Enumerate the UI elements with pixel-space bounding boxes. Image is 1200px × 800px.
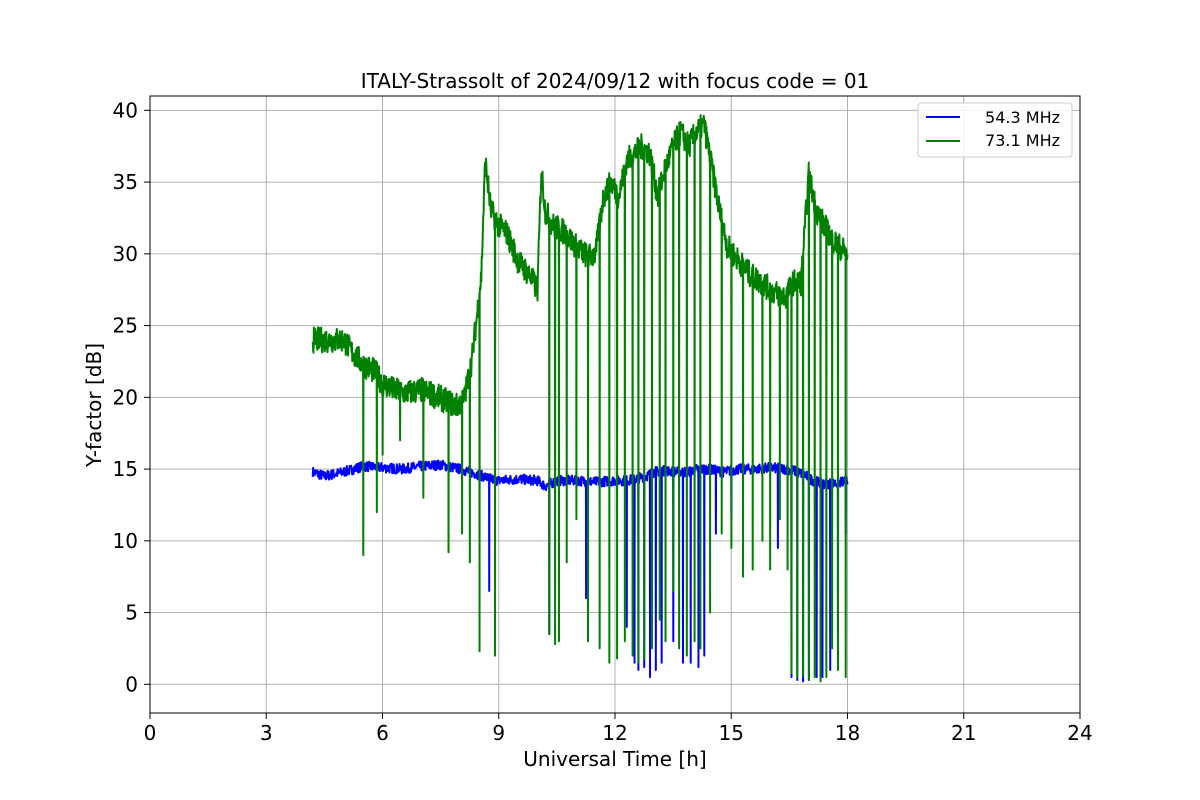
x-tick-label: 12: [602, 721, 627, 745]
chart-title: ITALY-Strassolt of 2024/09/12 with focus…: [361, 69, 870, 93]
legend: 54.3 MHz 73.1 MHz: [917, 102, 1073, 158]
tick-layer: 0 3 6 9 12 15 18 21 24 0 5 10 15 20 25 30 35 40: [113, 98, 1093, 745]
x-tick-label: 0: [144, 721, 157, 745]
y-tick-label: 25: [113, 314, 138, 338]
x-tick-label: 21: [951, 721, 976, 745]
x-tick-label: 3: [260, 721, 273, 745]
x-tick-label: 18: [835, 721, 860, 745]
y-tick-label: 35: [113, 170, 138, 194]
y-tick-label: 10: [113, 529, 138, 553]
x-tick-label: 15: [719, 721, 744, 745]
x-tick-label: 6: [376, 721, 389, 745]
legend-label-73-1: 73.1 MHz: [985, 131, 1060, 150]
legend-label-54-3: 54.3 MHz: [985, 108, 1060, 127]
y-tick-label: 5: [125, 601, 138, 625]
x-tick-label: 24: [1067, 721, 1092, 745]
series-layer: [311, 114, 849, 683]
y-tick-label: 20: [113, 385, 138, 409]
y-tick-label: 40: [113, 98, 138, 122]
y-axis-label: Y-factor [dB]: [82, 343, 106, 468]
x-axis-label: Universal Time [h]: [523, 747, 706, 771]
y-tick-label: 30: [113, 242, 138, 266]
series-line-73-1-mhz: [311, 114, 849, 683]
series-line-54-3-mhz: [311, 459, 849, 683]
x-tick-label: 9: [492, 721, 505, 745]
y-tick-label: 15: [113, 457, 138, 481]
y-tick-label: 0: [125, 672, 138, 696]
